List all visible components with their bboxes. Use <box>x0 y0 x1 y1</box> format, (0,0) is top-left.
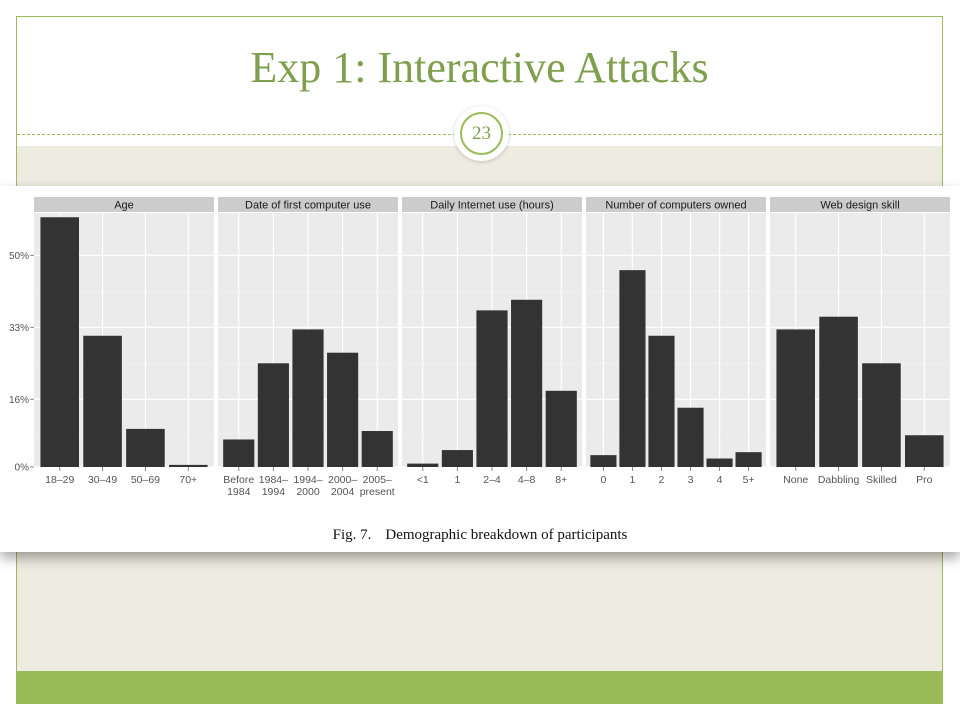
figure-caption: Fig. 7. Demographic breakdown of particip… <box>0 527 960 544</box>
facet-title: Number of computers owned <box>605 200 746 212</box>
bar <box>40 217 79 467</box>
slide-title: Exp 1: Interactive Attacks <box>250 43 709 92</box>
x-tick-label: 50–69 <box>131 474 160 486</box>
x-tick-label: 2005– <box>363 474 392 486</box>
bar <box>476 310 508 467</box>
y-tick-label: 0% <box>15 463 30 474</box>
x-tick-label: 1 <box>454 474 460 486</box>
slide-number-badge: 23 <box>454 106 509 161</box>
x-tick-label: 2–4 <box>483 474 501 486</box>
bar <box>327 352 359 467</box>
facet-title: Web design skill <box>820 200 899 212</box>
bar <box>862 363 901 467</box>
x-tick-label: 1994 <box>262 486 286 498</box>
facet-title: Age <box>114 200 134 212</box>
bar <box>735 452 762 467</box>
x-tick-label: present <box>360 486 395 498</box>
y-tick-label: 50% <box>9 251 29 262</box>
x-tick-label: 4–8 <box>518 474 536 486</box>
bar <box>407 463 439 467</box>
x-tick-label: 0 <box>600 474 606 486</box>
x-tick-label: 18–29 <box>45 474 74 486</box>
x-tick-label: 2004 <box>331 486 355 498</box>
x-tick-label: 1 <box>630 474 636 486</box>
x-tick-label: 1984 <box>227 486 251 498</box>
x-tick-label: None <box>783 474 808 486</box>
x-tick-label: Dabbling <box>818 474 860 486</box>
facet-strip <box>770 197 950 212</box>
facet-strip <box>586 197 766 212</box>
bar <box>257 363 289 467</box>
bar <box>83 335 122 467</box>
bar <box>776 329 815 467</box>
bar <box>590 455 617 467</box>
bar <box>819 316 858 467</box>
x-tick-label: 2 <box>659 474 665 486</box>
bar <box>905 435 944 467</box>
bar <box>511 299 543 467</box>
bar <box>648 335 675 467</box>
facet-panel <box>586 213 766 467</box>
facet-title: Date of first computer use <box>245 200 371 212</box>
x-tick-label: 30–49 <box>88 474 117 486</box>
figure-card: 0% 16% 33% 50% Age 18–29 30–49 50–69 70+ Date of … <box>0 186 960 552</box>
bar <box>126 428 165 467</box>
bar <box>361 431 393 467</box>
x-tick-label: 2000– <box>328 474 357 486</box>
x-tick-label: 2000 <box>296 486 320 498</box>
facet-strip <box>218 197 398 212</box>
x-tick-label: <1 <box>417 474 429 486</box>
faceted-bar-chart: 0% 16% 33% 50% Age 18–29 30–49 50–69 70+ Date of … <box>9 197 950 498</box>
x-tick-label: 8+ <box>555 474 567 486</box>
x-tick-label: 1994– <box>293 474 322 486</box>
figure-caption-label: Fig. 7. <box>332 527 372 543</box>
x-tick-label: Skilled <box>866 474 897 486</box>
footer-bar <box>17 671 942 703</box>
x-tick-label: 1984– <box>259 474 288 486</box>
figure-caption-text: Demographic breakdown of participants <box>385 527 628 543</box>
bar <box>169 464 208 467</box>
facet-title: Daily Internet use (hours) <box>430 200 554 212</box>
bar <box>677 407 704 467</box>
facet-strip <box>402 197 582 212</box>
slide-number: 23 <box>460 112 503 155</box>
x-tick-label: 3 <box>688 474 694 486</box>
x-tick-label: Before <box>223 474 254 486</box>
x-tick-label: 5+ <box>743 474 755 486</box>
bar <box>441 450 473 467</box>
x-tick-label: 4 <box>717 474 723 486</box>
x-tick-label: 70+ <box>179 474 197 486</box>
facet-strip <box>34 197 214 212</box>
bar <box>223 439 255 467</box>
x-tick-label: Pro <box>916 474 933 486</box>
y-tick-label: 33% <box>9 323 29 334</box>
bar <box>292 329 324 467</box>
bar <box>619 270 646 467</box>
y-tick-label: 16% <box>9 395 29 406</box>
bar <box>545 390 577 467</box>
bar <box>706 458 733 467</box>
